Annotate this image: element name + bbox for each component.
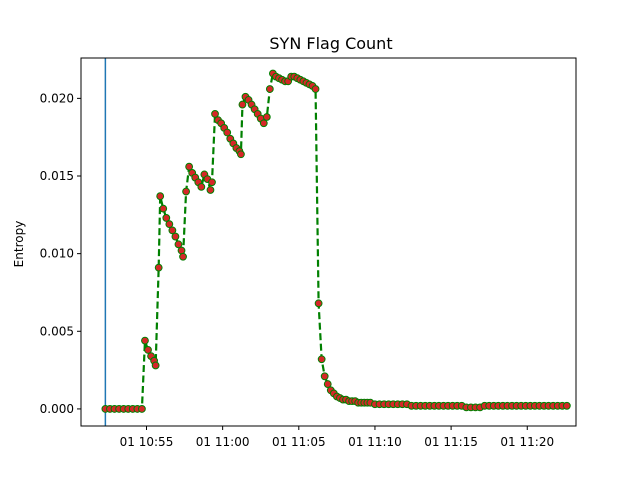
series-line (105, 71, 567, 411)
data-point (179, 252, 187, 261)
data-point (237, 150, 245, 159)
data-point (185, 162, 194, 171)
data-point (156, 192, 165, 201)
data-point (197, 182, 206, 191)
data-point (171, 232, 180, 241)
data-point (174, 240, 183, 249)
y-tick-label: 0.020 (40, 91, 74, 105)
x-tick-label: 01 11:10 (348, 435, 402, 449)
data-point (159, 204, 168, 213)
data-point (182, 187, 190, 196)
x-axis-ticks: 01 10:55 01 11:00 01 11:05 01 11:10 01 11:15… (120, 426, 554, 449)
data-point (165, 220, 174, 229)
data-point (144, 346, 152, 354)
x-tick-label: 01 10:55 (120, 435, 174, 449)
x-tick-label: 01 11:20 (500, 435, 554, 449)
data-point (314, 299, 323, 308)
y-tick-label: 0.015 (40, 169, 74, 183)
data-point (223, 128, 232, 137)
x-tick-label: 01 11:00 (196, 435, 250, 449)
data-point (262, 113, 271, 121)
chart-title: SYN Flag Count (269, 34, 392, 53)
data-point (317, 355, 326, 364)
data-point (311, 85, 320, 93)
x-tick-label: 01 11:15 (424, 435, 478, 449)
data-point (151, 361, 160, 370)
plot-frame (80, 57, 577, 427)
data-point (323, 380, 332, 388)
data-point (562, 401, 571, 410)
data-point (154, 263, 163, 272)
plot-area (101, 58, 571, 426)
data-point (238, 100, 247, 109)
data-point (138, 405, 146, 413)
data-point (141, 336, 149, 345)
data-point (265, 85, 274, 93)
data-point (168, 226, 177, 235)
y-tick-label: 0.005 (40, 324, 74, 338)
data-point (211, 110, 219, 118)
data-point (162, 214, 171, 222)
y-tick-label: 0.000 (40, 402, 74, 416)
y-axis-ticks: 0.000 0.005 0.010 0.015 0.020 (40, 91, 81, 416)
data-point (177, 246, 186, 255)
data-point (208, 178, 216, 187)
y-axis-label: Entropy (12, 221, 26, 268)
data-point (206, 186, 215, 194)
data-point (320, 372, 329, 381)
y-tick-label: 0.010 (40, 247, 74, 261)
x-tick-label: 01 11:05 (272, 435, 326, 449)
data-point (259, 119, 268, 128)
